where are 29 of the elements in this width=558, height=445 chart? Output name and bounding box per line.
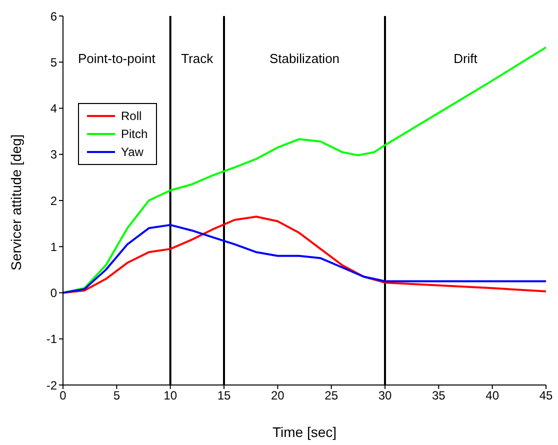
- y-tick-label: 2: [50, 194, 58, 208]
- x-tick-label: 15: [217, 388, 231, 403]
- x-tick-label: 40: [486, 388, 500, 403]
- y-tick-label: 6: [50, 9, 58, 24]
- legend-label: Roll: [121, 109, 142, 123]
- y-tick-label: 5: [50, 55, 58, 70]
- x-tick-label: 30: [378, 388, 392, 403]
- x-tick-label: 45: [539, 388, 553, 403]
- y-tick-label: 4: [50, 102, 58, 116]
- x-tick-label: 0: [60, 388, 67, 403]
- annotation: Stabilization: [269, 51, 340, 66]
- y-tick-label: -1: [46, 332, 58, 346]
- x-tick-label: 35: [432, 388, 446, 403]
- x-tick-label: 10: [164, 388, 178, 403]
- x-tick-label: 20: [270, 388, 285, 403]
- annotation: Track: [181, 51, 214, 66]
- y-tick-label: 0: [50, 286, 58, 300]
- y-tick-label: -2: [46, 378, 58, 392]
- legend-label: Yaw: [121, 145, 144, 159]
- x-axis-title: Time [sec]: [272, 424, 337, 440]
- y-tick-label: 3: [50, 148, 58, 162]
- legend-label: Pitch: [121, 127, 148, 141]
- line-series: [63, 46, 546, 294]
- y-tick-label: 1: [50, 240, 58, 254]
- x-tick-label: 25: [324, 388, 338, 403]
- annotation: Point-to-point: [78, 51, 156, 66]
- y-axis-title: Servicer attitude [deg]: [8, 134, 24, 270]
- x-tick-label: 5: [113, 388, 120, 403]
- annotation: Drift: [454, 51, 478, 66]
